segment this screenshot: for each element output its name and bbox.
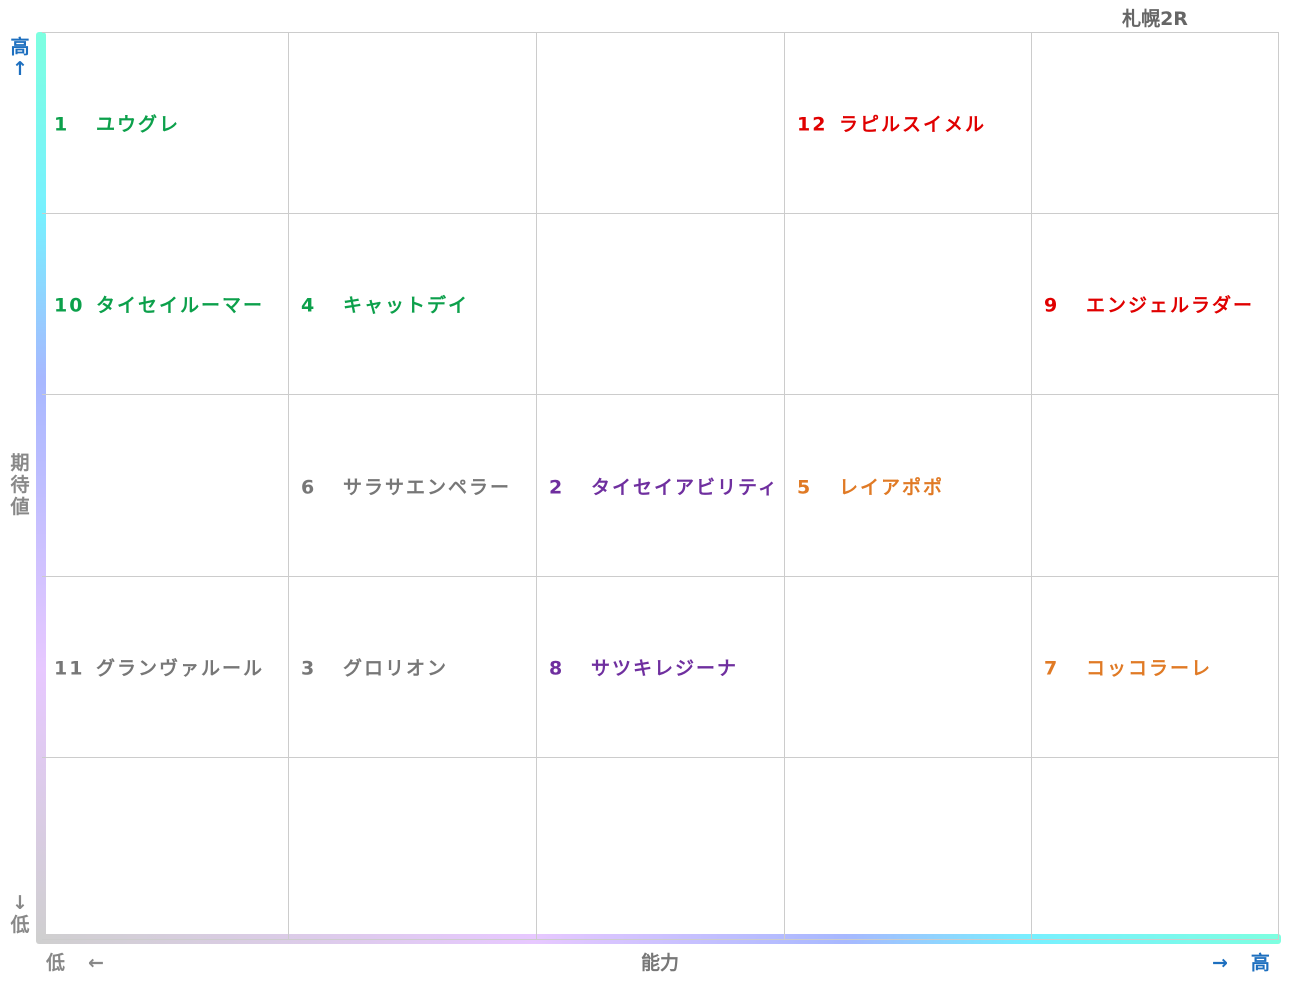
horse-number: 4 <box>301 294 317 317</box>
grid-cell <box>537 214 785 395</box>
horse-number: 7 <box>1044 657 1060 680</box>
horse-entry: 9 エンジェルラダー <box>1044 291 1254 318</box>
horse-number: 6 <box>301 476 317 498</box>
y-axis-bar <box>36 32 46 942</box>
y-axis-high-label: 高 ↑ <box>10 36 30 80</box>
y-axis-title: 期 待 値 <box>10 452 30 518</box>
horse-entry: 8 サツキレジーナ <box>549 654 738 681</box>
horse-number: 10 <box>54 294 85 317</box>
y-axis-low-label: ↓ 低 <box>10 892 30 936</box>
horse-entry: 10 タイセイルーマー <box>54 291 264 318</box>
horse-number: 3 <box>301 657 317 680</box>
grid-cell: 3 グロリオン <box>289 577 537 758</box>
grid-cell: 9 エンジェルラダー <box>1032 214 1279 395</box>
grid-cell <box>289 32 537 214</box>
horse-number: 12 <box>797 113 828 136</box>
horse-entry: 7 コッコラーレ <box>1044 654 1212 681</box>
grid-cell <box>42 758 289 940</box>
grid-cell <box>1032 395 1279 577</box>
horse-name: キャットデイ <box>343 294 470 317</box>
horse-name: グランヴァルール <box>96 657 265 680</box>
grid-cell <box>785 214 1032 395</box>
grid-cell <box>785 758 1032 940</box>
horse-number: 1 <box>54 113 70 136</box>
horse-name: グロリオン <box>343 657 449 680</box>
grid-cell: 10 タイセイルーマー <box>42 214 289 395</box>
horse-entry: 3 グロリオン <box>301 654 448 681</box>
horse-number: 9 <box>1044 294 1060 317</box>
grid-cell: 4 キャットデイ <box>289 214 537 395</box>
horse-name: サラサエンペラー <box>343 476 512 498</box>
grid-cell <box>1032 758 1279 940</box>
x-axis-title: 能力 <box>640 952 679 974</box>
horse-number: 11 <box>54 657 85 680</box>
horse-name: ラピルスイメル <box>839 113 987 136</box>
grid-cell: 2 タイセイアビリティ <box>537 395 785 577</box>
grid-cell <box>785 577 1032 758</box>
x-axis-high-label: → 高 <box>1212 952 1272 974</box>
horse-entry: 11 グランヴァルール <box>54 654 264 681</box>
chart-grid: 1 ユウグレ 12 ラピルスイメル 10 タイセイルーマー 4 キャットデイ 9 エンジェルラダー… <box>42 32 1279 940</box>
grid-cell: 5 レイアポポ <box>785 395 1032 577</box>
horse-name: レイアポポ <box>839 476 945 498</box>
grid-cell: 6 サラサエンペラー <box>289 395 537 577</box>
horse-name: コッコラーレ <box>1086 657 1213 680</box>
horse-entry: 6 サラサエンペラー <box>301 472 511 499</box>
horse-number: 8 <box>549 657 565 680</box>
grid-cell: 1 ユウグレ <box>42 32 289 214</box>
grid-cell: 12 ラピルスイメル <box>785 32 1032 214</box>
grid-cell <box>537 758 785 940</box>
grid-cell: 7 コッコラーレ <box>1032 577 1279 758</box>
horse-entry: 12 ラピルスイメル <box>797 110 986 137</box>
horse-name: タイセイアビリティ <box>591 476 779 498</box>
horse-entry: 4 キャットデイ <box>301 291 469 318</box>
horse-name: タイセイルーマー <box>96 294 265 317</box>
grid-cell <box>537 32 785 214</box>
x-axis-low-label: 低 ← <box>46 952 106 974</box>
horse-number: 5 <box>797 476 813 498</box>
grid-cell <box>1032 32 1279 214</box>
horse-entry: 1 ユウグレ <box>54 110 180 137</box>
horse-name: エンジェルラダー <box>1086 294 1255 317</box>
grid-cell <box>289 758 537 940</box>
chart-title: 札幌2R <box>1122 8 1188 30</box>
horse-name: サツキレジーナ <box>591 657 739 680</box>
horse-entry: 2 タイセイアビリティ <box>549 472 779 499</box>
horse-number: 2 <box>549 476 565 498</box>
grid-cell: 8 サツキレジーナ <box>537 577 785 758</box>
grid-cell <box>42 395 289 577</box>
grid-cell: 11 グランヴァルール <box>42 577 289 758</box>
horse-entry: 5 レイアポポ <box>797 472 944 499</box>
horse-name: ユウグレ <box>96 113 181 136</box>
